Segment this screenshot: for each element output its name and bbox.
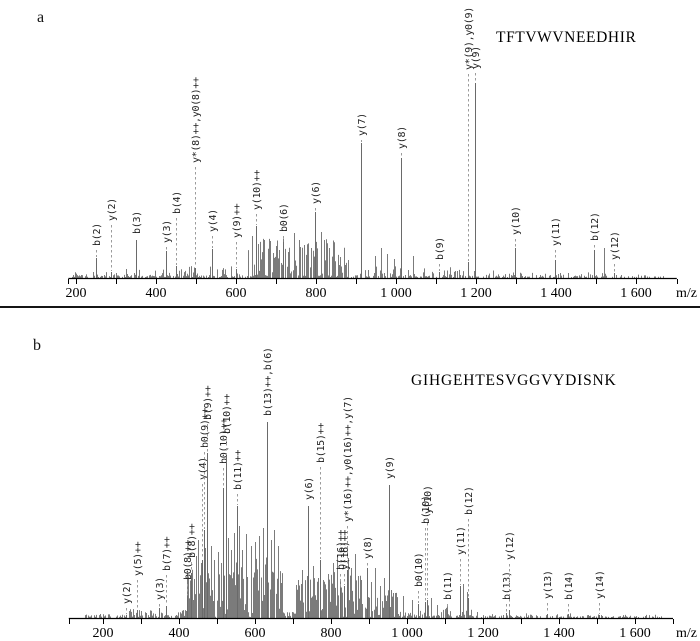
peak-ion-label: y*(9),y0(9) — [464, 7, 475, 70]
peak-ion-label: b(10) — [421, 495, 432, 524]
peak-ion-label: y(8) — [397, 126, 408, 149]
peak-ion-label: y(11) — [551, 217, 562, 246]
peak-ion-label: y(9) — [471, 46, 482, 69]
peak-ion-label: y(6) — [304, 477, 315, 500]
peak-ion-label: b(11) — [443, 571, 454, 600]
axis-unit-label: m/z — [676, 626, 697, 641]
peak-ion-label: y(4) — [208, 209, 219, 232]
axis-tick-label: 1 600 — [619, 626, 651, 641]
axis-tick-label: 1 200 — [467, 626, 499, 641]
peak-ion-label: b(15)++ — [316, 423, 327, 463]
peak-ion-label: y*(8)++,y0(8)++ — [191, 77, 202, 163]
peak-ion-label: b0(6) — [279, 203, 290, 232]
peak-ion-label: y(7) — [357, 113, 368, 136]
peak-ion-label: b(14) — [564, 571, 575, 600]
peak-ion-label: b0(10) — [414, 553, 425, 587]
peak-ion-label: b0(8)++ — [183, 540, 194, 580]
peak-ion-label: y(4) — [198, 457, 209, 480]
peak-ion-label: y(13) — [543, 570, 554, 599]
peak-ion-label: b(16)++ — [336, 530, 347, 570]
peak-ion-label: y(11) — [456, 526, 467, 555]
peak-ion-label: b(8)++ — [187, 523, 198, 558]
spectrum-plot-b: y(2)y(5)++ y(3) b(7)++ b0(8)++b(8)++ y(4) b0(… — [68, 347, 697, 641]
peptide-sequence-a: TFTVWVNEEDHIR — [496, 29, 637, 46]
axis-tick-label: 1 000 — [380, 286, 412, 301]
axis-tick-label: 1 000 — [391, 626, 423, 641]
peptide-sequence-b: GIHGEHTESVGGVYDISNK — [411, 372, 617, 389]
peak-ion-label: b(9)++ — [203, 385, 214, 420]
peak-ion-label: y*(16)++,y0(16)++,y(7) — [343, 396, 354, 522]
axis-tick-label: 1 400 — [543, 626, 575, 641]
peak-ion-label: b(13) — [502, 571, 513, 600]
peak-ion-label: y(6) — [311, 181, 322, 204]
axis-tick-label: 400 — [146, 286, 167, 301]
peak-ion-label: y(5)++ — [133, 541, 144, 576]
peak-ion-label: b0(9)++ — [200, 408, 211, 448]
peak-ion-label: y(10) — [423, 485, 434, 514]
peak-ion-label: b(12) — [464, 486, 475, 515]
peak-ion-label: b(10)++ — [222, 394, 233, 434]
peak-ion-label: y(2) — [122, 581, 133, 604]
axis-tick-label: 1 200 — [460, 286, 492, 301]
peak-ion-label: y(12) — [505, 531, 516, 560]
peak-ion-label: y(2) — [107, 198, 118, 221]
peak-ion-label: y(14) — [595, 570, 606, 599]
axis-tick-label: 800 — [321, 626, 342, 641]
panel-letter-b: b — [33, 337, 41, 354]
peak-ion-label: y(9) — [385, 456, 396, 479]
peak-ion-label: b(13)++,b(6) — [263, 347, 274, 416]
panel-letter-a: a — [37, 9, 45, 26]
axis-tick-label: 200 — [93, 626, 114, 641]
peak-ion-label: b(11)++ — [233, 450, 244, 490]
peak-ion-label: b(7)++ — [162, 536, 173, 571]
peak-ion-label: y(12) — [610, 231, 621, 260]
axis-tick-label: 600 — [245, 626, 266, 641]
panel-divider — [0, 306, 700, 308]
peak-ion-label: b(3) — [132, 211, 143, 234]
peak-ion-label: b0(10)++ — [219, 418, 230, 464]
axis-tick-label: 400 — [169, 626, 190, 641]
peak-ion-label: y(8) — [363, 536, 374, 559]
spectrum-plot-a: b(2) y(2) b(3) y(3) b(4) y*(8)++,y0(8)++ y(4) y… — [66, 7, 698, 301]
peak-ion-label: b(2) — [92, 223, 103, 246]
axis-tick-label: 1 600 — [620, 286, 652, 301]
axis-tick-label: 800 — [306, 286, 327, 301]
peak-ion-label: b(4) — [172, 191, 183, 214]
peak-ion-label: b(12) — [590, 212, 601, 241]
peak-ion-label: b(9) — [435, 237, 446, 260]
peak-ion-label: y(16)++ — [340, 530, 351, 570]
peak-ion-label: y(9)++ — [232, 203, 243, 238]
axis-tick-label: 1 400 — [540, 286, 572, 301]
axis-unit-label: m/z — [676, 286, 697, 301]
peak-ion-label: y(3) — [155, 577, 166, 600]
peak-ion-label: y(3) — [162, 220, 173, 243]
peak-ion-label: y(10)++ — [252, 170, 263, 210]
axis-tick-label: 200 — [66, 286, 87, 301]
peak-ion-label: y(10) — [511, 206, 522, 235]
axis-tick-label: 600 — [226, 286, 247, 301]
